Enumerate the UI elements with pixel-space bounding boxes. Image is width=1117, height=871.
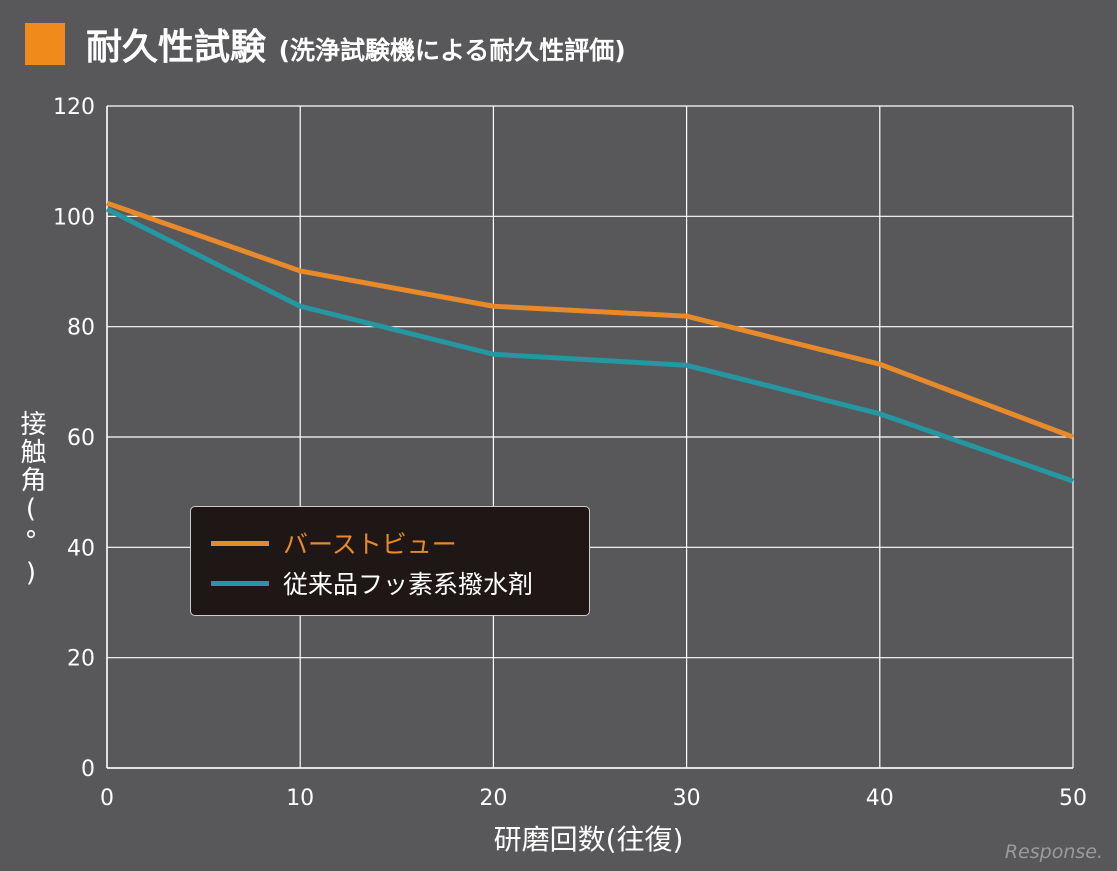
x-tick-label: 50 [1059,786,1087,811]
series-line-0 [106,200,1074,440]
x-tick-label: 0 [100,786,114,811]
legend-label: 従来品フッ素系撥水剤 [283,570,534,599]
y-tick-label: 20 [67,647,95,672]
chart-title: 耐久性試験 (洗浄試験機による耐久性評価) [86,18,626,70]
legend-item: バーストビュー [211,525,457,561]
legend-label: バーストビュー [283,530,457,559]
legend: バーストビュー 従来品フッ素系撥水剤 [190,506,590,616]
chart-subtitle: (洗浄試験機による耐久性評価) [278,36,626,65]
x-tick-label: 30 [673,786,701,811]
x-axis-label: 研磨回数(往復) [493,823,684,856]
y-tick-label: 80 [67,316,95,341]
y-tick-label: 120 [53,95,95,120]
y-tick-label: 0 [81,757,95,782]
legend-swatch [211,580,269,586]
y-tick-label: 100 [53,205,95,230]
legend-item: 従来品フッ素系撥水剤 [211,565,533,601]
y-tick-label: 60 [67,426,95,451]
title-text: 耐久性試験 [86,27,267,68]
series-line-1 [105,206,1074,484]
y-axis-label: 接触角(°) [16,410,46,590]
x-tick-label: 20 [479,786,507,811]
watermark: Response. [1004,841,1103,863]
y-tick-label: 40 [67,536,95,561]
legend-swatch [211,540,269,546]
x-tick-label: 10 [286,786,314,811]
x-tick-label: 40 [866,786,894,811]
title-marker [25,23,65,65]
